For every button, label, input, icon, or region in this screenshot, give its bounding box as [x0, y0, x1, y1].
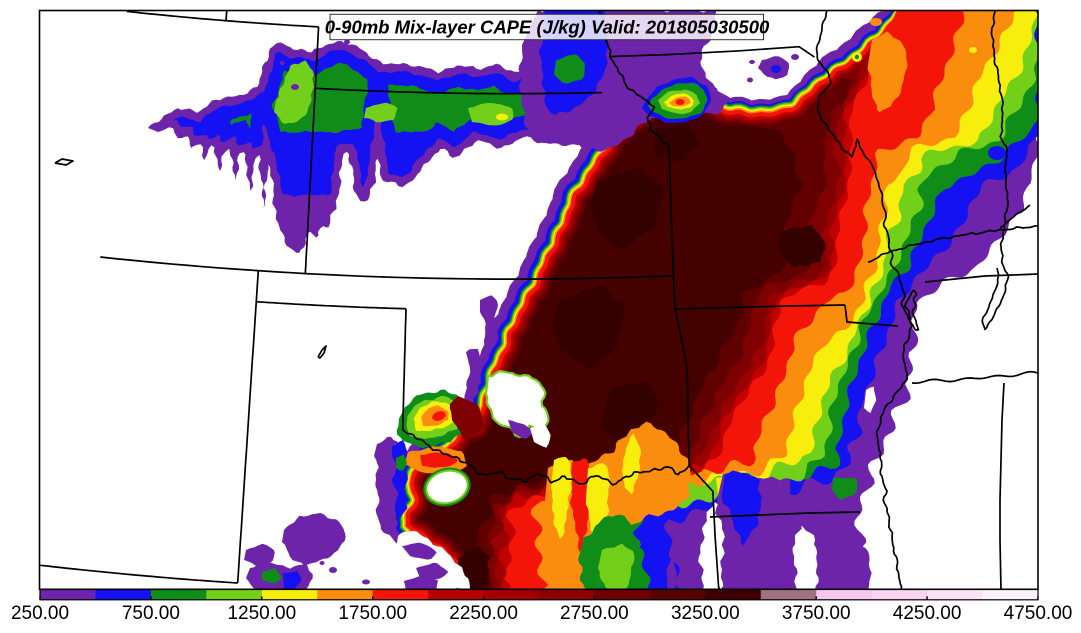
svg-text:250.00: 250.00: [11, 603, 69, 624]
svg-text:1750.00: 1750.00: [338, 603, 407, 624]
svg-text:750.00: 750.00: [122, 603, 180, 624]
svg-text:2250.00: 2250.00: [449, 603, 518, 624]
svg-text:3250.00: 3250.00: [671, 603, 740, 624]
svg-text:2750.00: 2750.00: [560, 603, 629, 624]
svg-text:0-90mb Mix-layer CAPE (J/kg) V: 0-90mb Mix-layer CAPE (J/kg) Valid: 2018…: [325, 17, 770, 38]
svg-text:3750.00: 3750.00: [782, 603, 851, 624]
svg-text:1250.00: 1250.00: [227, 603, 296, 624]
svg-text:4250.00: 4250.00: [893, 603, 962, 624]
svg-text:4750.00: 4750.00: [1004, 603, 1073, 624]
